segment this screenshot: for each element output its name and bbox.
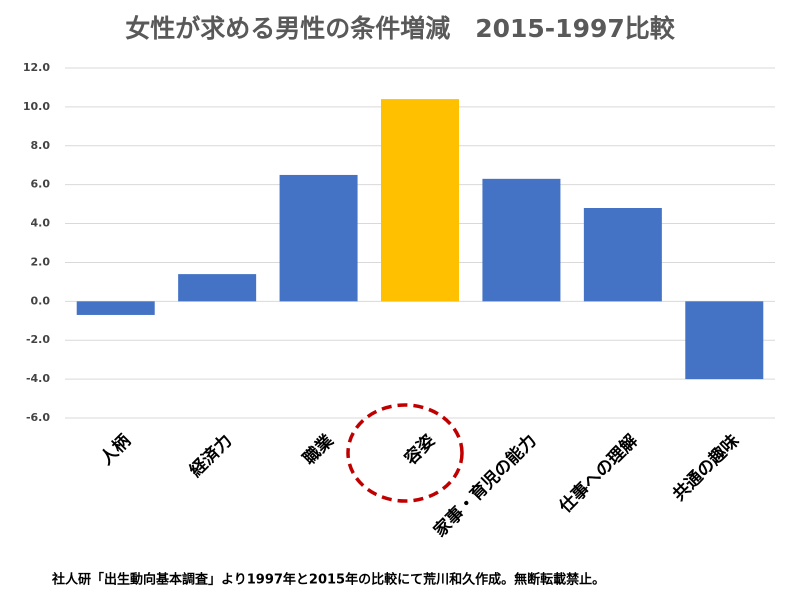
bar	[685, 301, 764, 380]
bar	[583, 208, 662, 302]
y-tick-label: 4.0	[31, 217, 51, 230]
y-tick-label: 6.0	[31, 178, 51, 191]
y-tick-label: -2.0	[26, 333, 50, 346]
bar	[482, 178, 561, 302]
bar	[178, 274, 257, 302]
source-note: 社人研「出生動向基本調査」より1997年と2015年の比較にて荒川和久作成。無断…	[51, 572, 605, 588]
y-tick-label: 8.0	[31, 139, 51, 152]
y-tick-label: -4.0	[26, 372, 50, 385]
y-tick-label: 10.0	[23, 100, 50, 113]
y-tick-label: 2.0	[31, 255, 51, 268]
y-tick-label: 0.0	[31, 294, 51, 307]
y-tick-label: 12.0	[23, 61, 50, 74]
bar	[76, 301, 155, 315]
bar	[279, 174, 358, 302]
highlight-circle	[346, 403, 464, 503]
y-tick-label: -6.0	[26, 411, 50, 424]
chart-title: 女性が求める男性の条件増減 2015-1997比較	[125, 14, 676, 43]
bar	[381, 99, 459, 302]
